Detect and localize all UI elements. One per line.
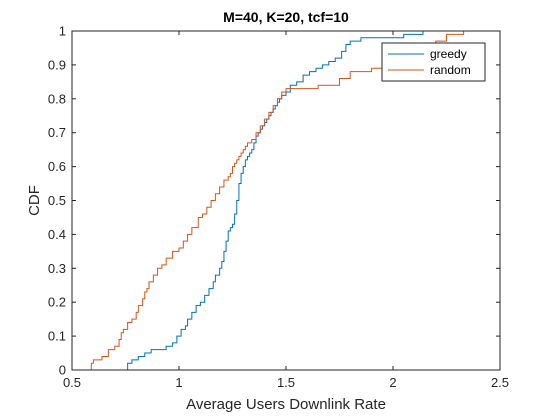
y-tick-label: 0.1 [48,329,66,344]
y-tick-label: 0.9 [48,57,66,72]
y-tick-label: 0.2 [48,295,66,310]
y-tick-label: 0.4 [48,227,66,242]
legend-label-random: random [430,63,471,77]
series-layer [89,31,465,371]
y-tick-label: 0.8 [48,91,66,106]
y-tick-label: 0.3 [48,261,66,276]
series-line-greedy [125,31,424,371]
y-tick-label: 0.5 [48,193,66,208]
x-tick-label: 1.5 [277,375,295,390]
plot-area [72,31,500,370]
legend: greedy random [381,42,486,82]
legend-box [381,42,486,82]
y-tick-label: 0.7 [48,125,66,140]
chart-title: M=40, K=20, tcf=10 [223,9,349,25]
y-tick-label: 0.6 [48,159,66,174]
x-tick-label: 2 [389,375,396,390]
ticks-layer: 0.5 1 1.5 2 2.5 0 0.1 0.2 0.3 0.4 0.5 0.6 0.7 0.8 0.9 1 [48,24,509,391]
x-axis-label: Average Users Downlink Rate [186,396,386,413]
series-line-random [89,31,465,371]
x-tick-label: 0.5 [63,375,81,390]
x-tick-label: 1 [175,375,182,390]
legend-label-greedy: greedy [430,47,467,61]
y-tick-label: 0 [59,363,66,378]
x-tick-label: 2.5 [491,375,509,390]
y-tick-label: 1 [59,24,66,39]
y-axis-label: CDF [26,185,43,216]
